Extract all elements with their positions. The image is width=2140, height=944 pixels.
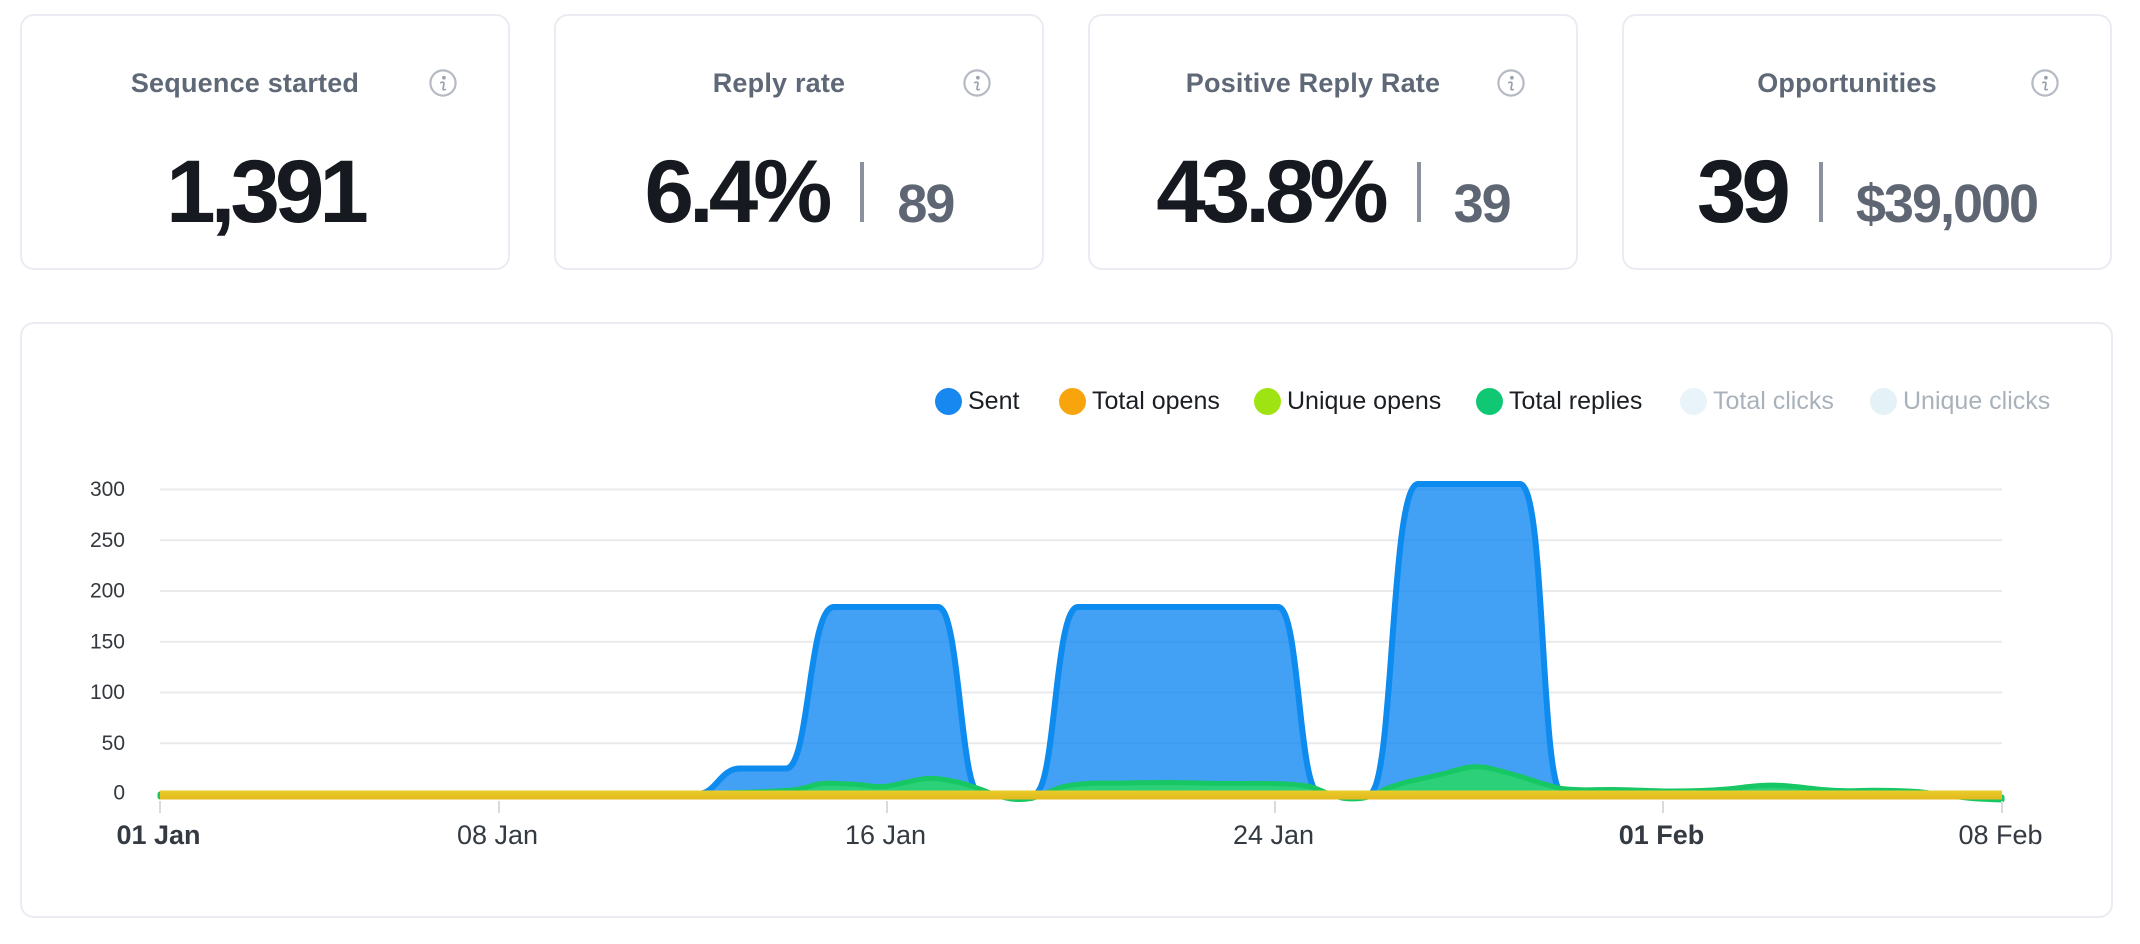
svg-text:16 Jan: 16 Jan [845, 820, 926, 850]
svg-text:50: 50 [102, 732, 125, 755]
svg-text:150: 150 [90, 630, 125, 653]
svg-text:250: 250 [90, 529, 125, 552]
svg-text:200: 200 [90, 580, 125, 603]
svg-text:24 Jan: 24 Jan [1233, 820, 1314, 850]
svg-text:08 Jan: 08 Jan [457, 820, 538, 850]
svg-text:01 Feb: 01 Feb [1619, 820, 1705, 850]
svg-text:0: 0 [113, 782, 125, 805]
svg-text:08 Feb: 08 Feb [1958, 820, 2042, 850]
svg-text:01 Jan: 01 Jan [116, 820, 200, 850]
svg-text:300: 300 [90, 478, 125, 501]
svg-text:100: 100 [90, 681, 125, 704]
